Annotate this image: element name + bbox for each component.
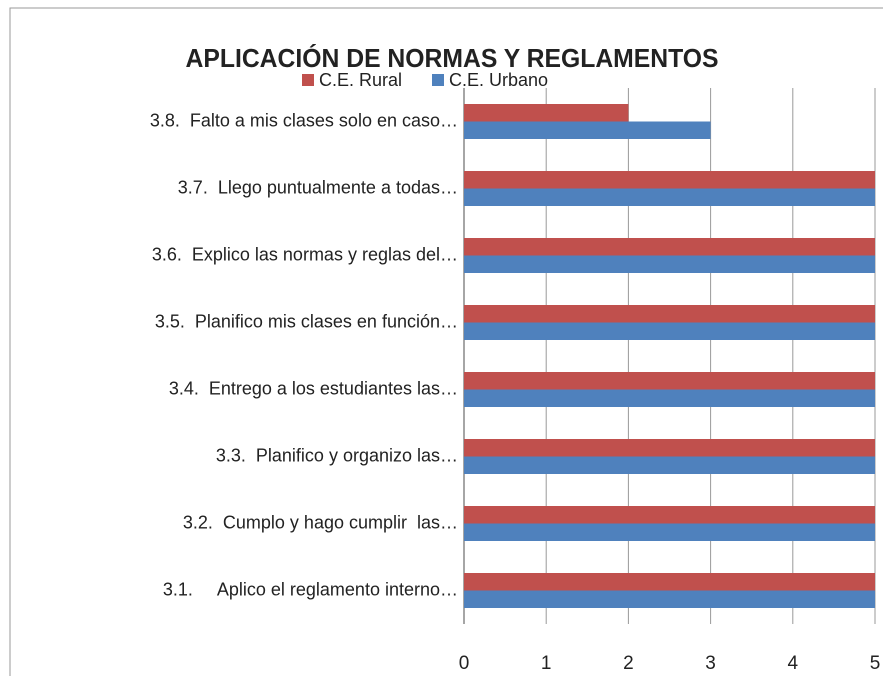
y-tick-label: 3.6. Explico las normas y reglas del… xyxy=(152,244,458,264)
legend-label: C.E. Urbano xyxy=(449,70,548,90)
bar xyxy=(464,573,875,591)
bar xyxy=(464,590,875,608)
legend-swatch xyxy=(432,74,444,86)
x-tick-label: 1 xyxy=(541,653,552,674)
bar xyxy=(464,255,875,273)
bar xyxy=(464,104,629,122)
bar xyxy=(464,171,875,189)
bar xyxy=(464,322,875,340)
y-tick-label: 3.7. Llego puntualmente a todas… xyxy=(178,177,458,197)
bar xyxy=(464,439,875,457)
chart-border xyxy=(9,7,883,676)
legend-label: C.E. Rural xyxy=(319,70,402,90)
y-tick-label: 3.1. Aplico el reglamento interno… xyxy=(163,579,458,599)
y-tick-label: 3.5. Planifico mis clases en función… xyxy=(155,311,458,331)
x-tick-label: 2 xyxy=(623,653,634,674)
bar xyxy=(464,121,711,139)
bar xyxy=(464,506,875,524)
bar xyxy=(464,305,875,323)
y-tick-label: 3.4. Entrego a los estudiantes las… xyxy=(169,378,458,398)
bar xyxy=(464,523,875,541)
bar xyxy=(464,372,875,390)
x-tick-label: 5 xyxy=(870,653,881,674)
y-tick-label: 3.3. Planifico y organizo las… xyxy=(216,445,458,465)
legend-swatch xyxy=(302,74,314,86)
y-tick-label: 3.8. Falto a mis clases solo en caso… xyxy=(150,110,458,130)
bar xyxy=(464,389,875,407)
y-tick-label: 3.2. Cumplo y hago cumplir las… xyxy=(183,512,458,532)
chart-title: APLICACIÓN DE NORMAS Y REGLAMENTOS xyxy=(186,43,719,73)
x-tick-label: 4 xyxy=(788,653,799,674)
bar xyxy=(464,456,875,474)
x-tick-label: 0 xyxy=(459,653,470,674)
x-tick-label: 3 xyxy=(705,653,716,674)
bar xyxy=(464,188,875,206)
bar xyxy=(464,238,875,256)
